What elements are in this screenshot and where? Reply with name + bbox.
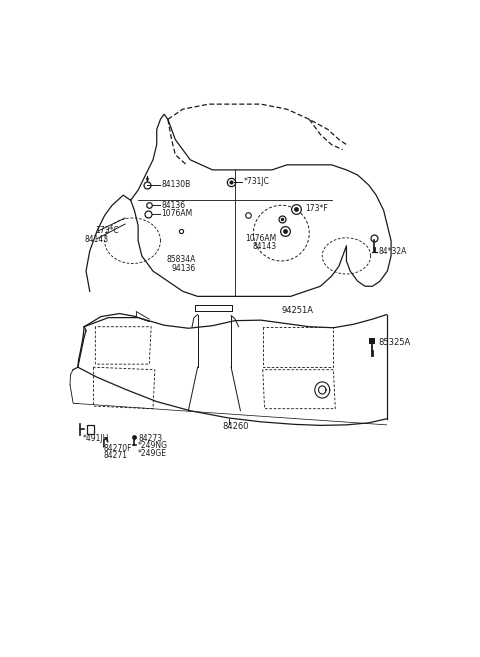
Text: *731JC: *731JC bbox=[243, 177, 269, 186]
Text: 1076AM: 1076AM bbox=[162, 210, 193, 218]
Text: 85834A: 85834A bbox=[166, 255, 195, 264]
Text: *491JH: *491JH bbox=[83, 434, 108, 443]
Text: 94136: 94136 bbox=[172, 263, 196, 273]
Text: 84143: 84143 bbox=[252, 242, 277, 251]
Text: 84273: 84273 bbox=[138, 434, 162, 443]
Text: *249NG: *249NG bbox=[138, 441, 168, 450]
Text: 173*F: 173*F bbox=[305, 204, 328, 214]
Text: 1076AM: 1076AM bbox=[245, 234, 276, 242]
FancyBboxPatch shape bbox=[87, 425, 94, 434]
Text: 173*C: 173*C bbox=[96, 226, 119, 235]
Text: 84136: 84136 bbox=[162, 201, 186, 210]
Text: 84260: 84260 bbox=[222, 422, 249, 432]
Text: 94251A: 94251A bbox=[281, 306, 313, 315]
Text: *249GE: *249GE bbox=[138, 449, 167, 458]
Text: 85325A: 85325A bbox=[378, 338, 410, 348]
Text: 84271: 84271 bbox=[104, 451, 128, 460]
Text: 84130B: 84130B bbox=[162, 180, 191, 189]
Text: 84143: 84143 bbox=[84, 235, 108, 244]
Text: 84*32A: 84*32A bbox=[378, 247, 407, 256]
Text: 84270F: 84270F bbox=[104, 443, 132, 453]
